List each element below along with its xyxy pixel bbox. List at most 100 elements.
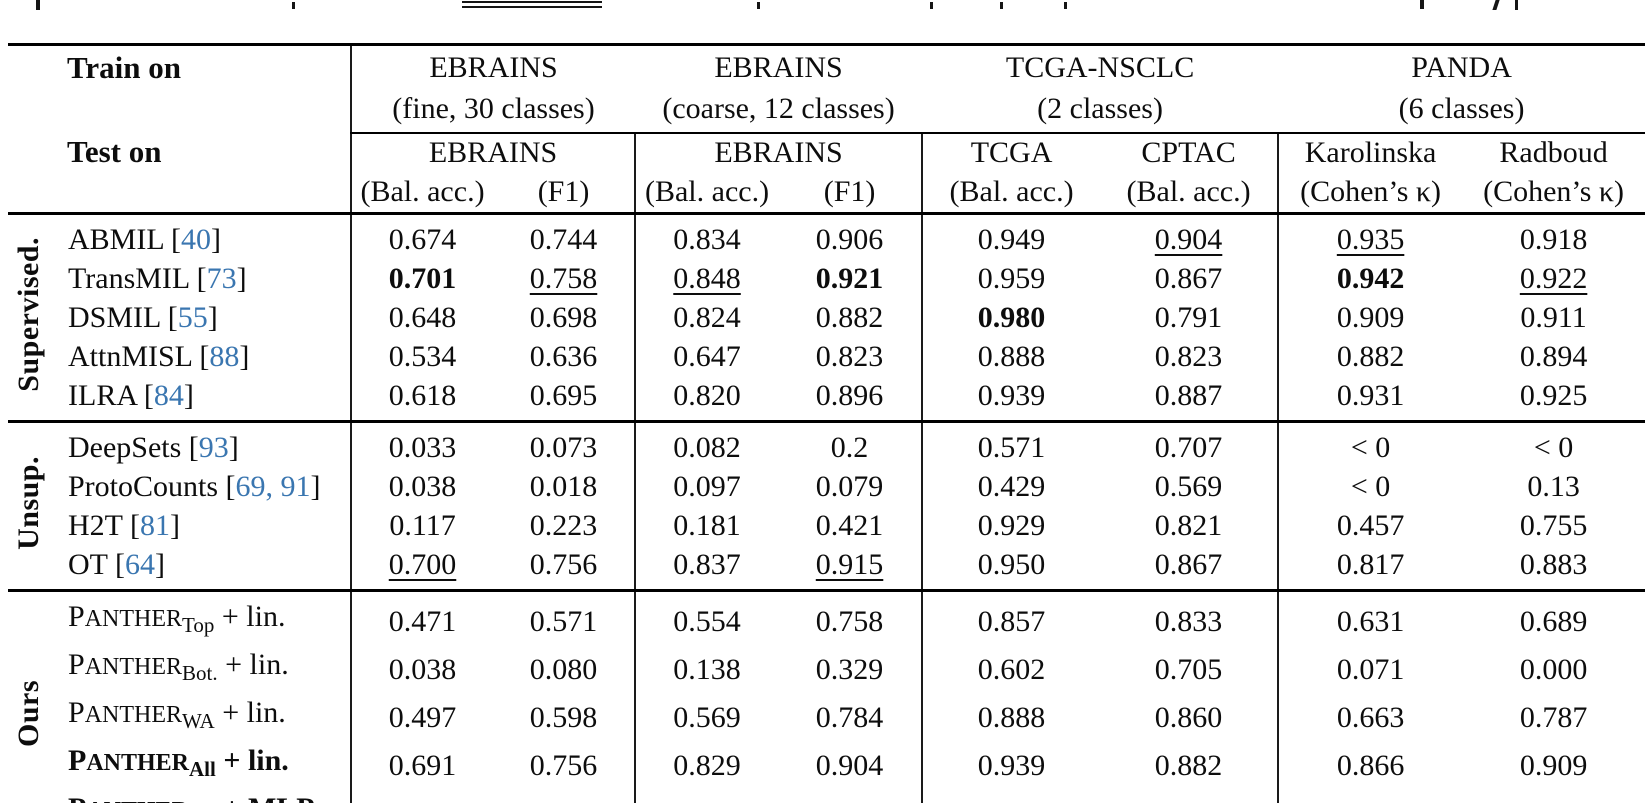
- value-cell: 0.939: [921, 376, 1101, 422]
- section-supervised: Supervised. ABMIL [40] 0.674 0.744 0.834 0.90…: [8, 213, 1645, 422]
- value-cell: 0.701: [350, 259, 494, 298]
- value-cell: 0.867: [1154, 548, 1223, 581]
- citation-link[interactable]: 93: [198, 431, 229, 464]
- cropped-text-fragment: [462, 1, 602, 3]
- test-on-label: Test on: [67, 134, 162, 170]
- value-cell: 0.082: [634, 421, 779, 467]
- method-cell: PANTHERWA + lin.: [68, 696, 286, 733]
- value-cell: 0.693: [350, 789, 494, 803]
- section-label-cell: Supervised.: [8, 214, 48, 422]
- value-cell: 0.744: [529, 223, 598, 256]
- value-cell: 0.080: [529, 652, 598, 686]
- section-unsupervised: Unsup. DeepSets [93] 0.033 0.073 0.082 0.2 0.5…: [8, 421, 1646, 591]
- value-cell: 0.13: [1527, 470, 1580, 503]
- method-cell: ABMIL [40]: [68, 223, 222, 256]
- value-cell: 0.882: [1154, 748, 1223, 782]
- value-cell: 0.931: [1462, 789, 1645, 803]
- group-classes: (2 classes): [922, 90, 1279, 134]
- value-cell: 0.857: [921, 590, 1101, 645]
- value-cell: 0.888: [921, 337, 1101, 376]
- metric-header: (Bal. acc.): [350, 172, 494, 214]
- value-cell: 0.939: [921, 741, 1101, 789]
- value-cell: 0.883: [1519, 548, 1588, 581]
- spacer-cell: [8, 172, 351, 214]
- value-cell: 0.073: [529, 431, 598, 464]
- test-dataset-row: Test on EBRAINS EBRAINS TCGA CPTAC Karol…: [8, 133, 1645, 172]
- value-cell: 0.906: [815, 223, 884, 256]
- method-cell: ProtoCounts [69, 91]: [68, 470, 321, 503]
- section-label: Unsup.: [11, 456, 45, 550]
- value-cell: 0.860: [1154, 700, 1223, 734]
- table-row: Supervised. ABMIL [40] 0.674 0.744 0.834 0.90…: [8, 213, 1645, 392]
- value-cell: 0.908: [778, 789, 922, 803]
- value-cell: 0.909: [1277, 298, 1463, 337]
- table-row: Unsup. DeepSets [93] 0.033 0.073 0.082 0.2 0.5…: [8, 421, 1645, 550]
- test-header-karolinska: Karolinska: [1277, 133, 1463, 172]
- citation-link[interactable]: 88: [209, 340, 240, 373]
- value-cell: 0.904: [1154, 223, 1223, 256]
- value-cell: 0.000: [1519, 652, 1588, 686]
- value-cell: 0.2: [830, 431, 869, 464]
- table-row: PANTHERAll + lin. 0.691 0.756 0.829 0.904 0.9…: [8, 741, 1645, 789]
- value-cell: 0.904: [815, 748, 884, 782]
- cropped-text-fragment: [1064, 2, 1067, 9]
- value-cell: 0.631: [1277, 590, 1463, 645]
- value-cell: 0.821: [1154, 509, 1223, 542]
- value-cell: 0.181: [634, 506, 779, 545]
- value-cell: 0.756: [529, 748, 598, 782]
- value-cell: 0.867: [1154, 262, 1223, 295]
- test-header-tcga: TCGA: [921, 133, 1101, 172]
- value-cell: 0.497: [350, 693, 494, 741]
- cropped-text-fragment: [757, 2, 760, 9]
- citation-link[interactable]: 64: [124, 548, 155, 581]
- value-cell: 0.959: [921, 259, 1101, 298]
- method-cell: PANTHERAll + lin.: [68, 744, 289, 781]
- value-cell: 0.079: [815, 470, 884, 503]
- citation-link[interactable]: 55: [177, 301, 208, 334]
- section-label: Supervised.: [11, 237, 45, 392]
- test-header-ebrains: EBRAINS: [350, 133, 636, 172]
- group-classes: (6 classes): [1278, 90, 1646, 134]
- value-cell: 0.824: [634, 298, 779, 337]
- value-cell: < 0: [1277, 421, 1463, 467]
- value-cell: 0.598: [529, 700, 598, 734]
- value-cell: < 0: [1277, 467, 1463, 506]
- value-cell: 0.980: [921, 789, 1101, 803]
- table-row: Ours PANTHERTop + lin. 0.471 0.571 0.554 0.75…: [8, 590, 1645, 748]
- value-cell: 0.329: [815, 652, 884, 686]
- value-cell: 0.071: [1277, 645, 1463, 693]
- spacer-cell: [8, 90, 351, 133]
- table-row: OT [64] 0.700 0.756 0.837 0.915 0.950 0.867 0.8…: [8, 545, 1645, 591]
- citation-link[interactable]: 81: [139, 509, 170, 542]
- value-cell: 0.571: [921, 421, 1101, 467]
- value-cell: 0.894: [1519, 340, 1588, 373]
- value-cell: 0.817: [1277, 545, 1463, 591]
- table-row: PANTHERBot. + lin. 0.038 0.080 0.138 0.329 0.…: [8, 645, 1645, 693]
- value-cell: 0.854: [634, 789, 779, 803]
- method-cell: DeepSets [93]: [68, 431, 239, 464]
- results-table: Train on EBRAINS EBRAINS TCGA-NSCLC PAND…: [8, 43, 1646, 803]
- section-label-cell: Ours: [8, 591, 48, 803]
- value-cell: 0.117: [350, 506, 494, 545]
- value-cell: 0.018: [529, 470, 598, 503]
- value-cell: 0.896: [815, 379, 884, 412]
- citation-link[interactable]: 73: [206, 262, 237, 295]
- value-cell: 0.038: [350, 467, 494, 506]
- value-cell: 0.760: [493, 789, 635, 803]
- value-cell: 0.571: [529, 604, 598, 638]
- citation-link[interactable]: 69, 91: [235, 470, 311, 503]
- table-row: H2T [81] 0.117 0.223 0.181 0.421 0.929 0.821 0.…: [8, 506, 1645, 545]
- value-cell: 0.949: [921, 213, 1101, 259]
- citation-link[interactable]: 84: [153, 379, 184, 412]
- value-cell: 0.421: [815, 509, 884, 542]
- value-cell: 0.674: [350, 213, 494, 259]
- metric-row: (Bal. acc.) (F1) (Bal. acc.) (F1) (Bal. …: [8, 172, 1645, 214]
- value-cell: 0.647: [634, 337, 779, 376]
- value-cell: 0.911: [1520, 301, 1587, 334]
- citation-link[interactable]: 40: [181, 223, 212, 256]
- value-cell: 0.705: [1154, 652, 1223, 686]
- value-cell: 0.755: [1519, 509, 1588, 542]
- value-cell: 0.922: [1519, 262, 1588, 295]
- value-cell: 0.695: [529, 379, 598, 412]
